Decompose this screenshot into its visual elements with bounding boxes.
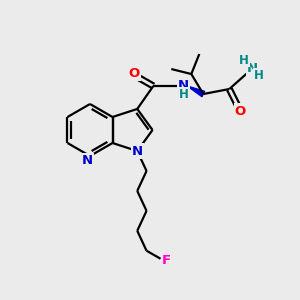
Text: H: H	[239, 53, 249, 67]
Text: N: N	[81, 154, 93, 167]
Text: H: H	[179, 88, 189, 100]
Text: H: H	[254, 68, 264, 82]
Polygon shape	[187, 86, 205, 97]
Text: N: N	[247, 61, 258, 74]
Text: N: N	[132, 145, 143, 158]
Text: O: O	[129, 67, 140, 80]
Text: O: O	[235, 104, 246, 118]
Text: F: F	[162, 254, 171, 267]
Text: N: N	[178, 79, 189, 92]
